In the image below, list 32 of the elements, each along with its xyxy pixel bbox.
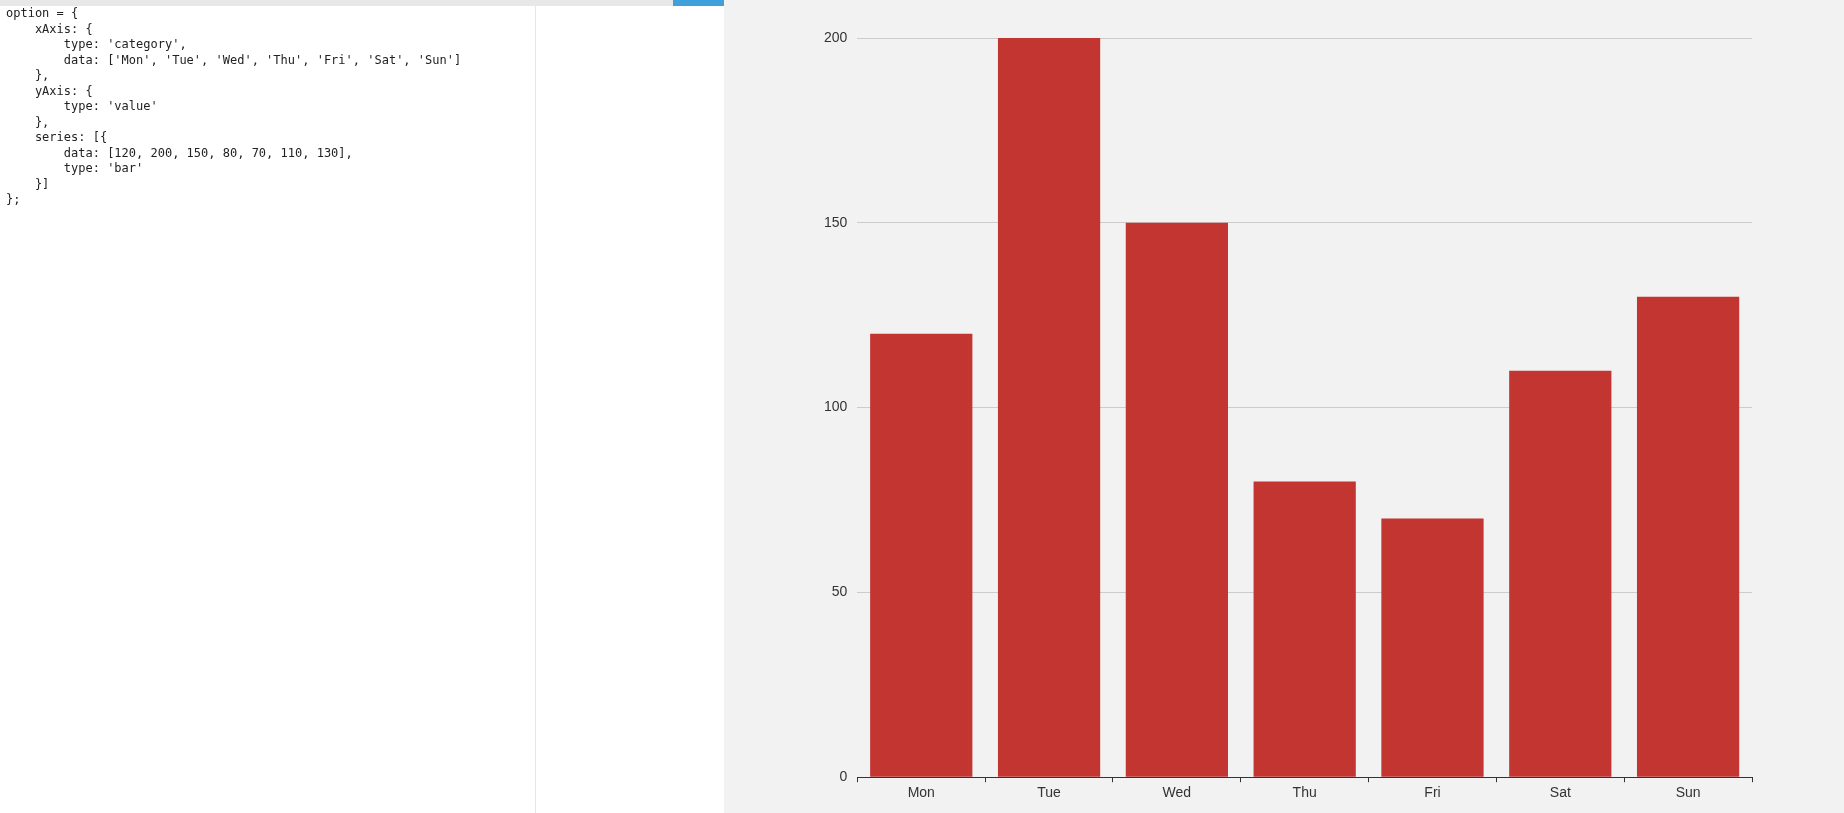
- text: data: ['Mon', 'Tue', 'Wed', 'Thu', 'Fri', 'Sat', 'Sun']: [62, 52, 462, 68]
- y-tick-label: 0: [839, 768, 848, 785]
- text: type: 'category',: [62, 37, 188, 53]
- text: xAxis: {: [33, 21, 94, 37]
- x-tick-label: Tue: [1037, 784, 1062, 801]
- x-tick-label: Mon: [907, 784, 935, 801]
- bar: [1381, 518, 1484, 777]
- bar: [1253, 481, 1356, 777]
- x-tick-label: Sat: [1549, 784, 1571, 801]
- text: },: [33, 68, 51, 84]
- bar: [1636, 296, 1740, 777]
- y-tick-label: 100: [824, 398, 848, 415]
- bar: [997, 38, 1101, 777]
- text: series: [{: [33, 130, 109, 146]
- text: },: [33, 114, 51, 130]
- text: option = {: [6, 6, 80, 22]
- bar: [1509, 370, 1612, 777]
- text: type: 'value': [62, 99, 159, 115]
- text: };: [6, 192, 22, 208]
- y-tick-label: 50: [831, 583, 848, 600]
- text: yAxis: {: [33, 83, 94, 99]
- x-tick-label: Wed: [1162, 784, 1192, 801]
- bar: [870, 333, 973, 777]
- x-tick-label: Fri: [1424, 784, 1441, 801]
- y-tick-label: 200: [824, 28, 848, 45]
- x-tick-label: Thu: [1292, 784, 1317, 801]
- x-tick-label: Sun: [1675, 784, 1701, 801]
- text: }]: [33, 176, 51, 192]
- y-tick-label: 150: [824, 213, 848, 230]
- bar: [1125, 222, 1228, 777]
- text: data: [120, 200, 150, 80, 70, 110, 130],: [62, 145, 354, 161]
- text: type: 'bar': [62, 161, 145, 177]
